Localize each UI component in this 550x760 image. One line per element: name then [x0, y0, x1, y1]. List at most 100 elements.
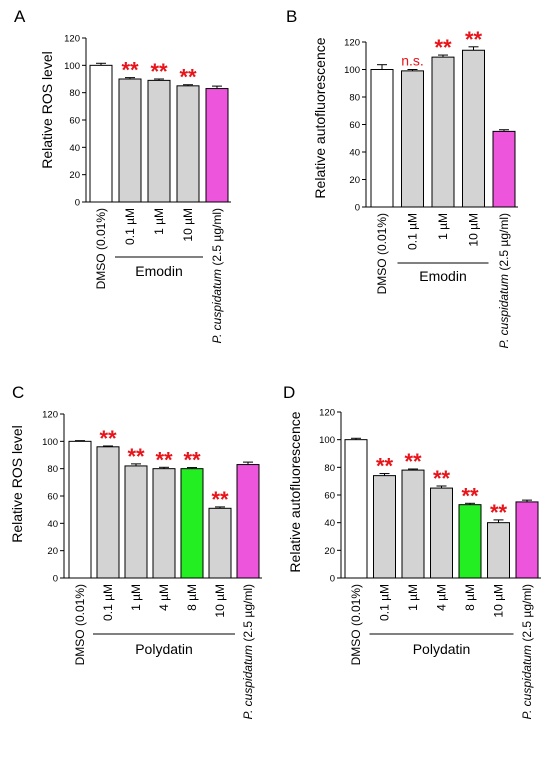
y-tick-label: 60 — [69, 116, 80, 127]
y-tick-label: 40 — [349, 148, 360, 159]
group-label: Polydatin — [135, 641, 193, 657]
y-tick-label: 80 — [47, 464, 58, 475]
x-tick-label: P. cuspidatum (2.5 µg/ml) — [497, 213, 511, 348]
bar — [430, 487, 453, 579]
significance-marker: ** — [99, 426, 117, 451]
bar — [89, 64, 113, 203]
panel-c: C Relative ROS level 0 20 40 60 80 100 120 DMSO (… — [9, 383, 262, 719]
x-tick-label: 1 µM — [152, 208, 166, 235]
x-tick-label-dose: (2.5 µg/ml) — [520, 584, 534, 645]
bar — [176, 85, 200, 203]
bar — [458, 504, 482, 579]
x-tick-label: DMSO (0.01%) — [94, 208, 108, 289]
x-tick-label: 0.1 µM — [101, 584, 115, 621]
y-tick-label: 60 — [324, 491, 335, 502]
x-tick-label: 0.1 µM — [378, 584, 392, 621]
significance-ns: n.s. — [401, 53, 424, 69]
bar — [462, 49, 485, 208]
significance-marker: ** — [155, 447, 173, 472]
bar — [401, 70, 424, 208]
y-tick-label: 40 — [69, 143, 80, 154]
bar — [205, 88, 229, 203]
y-tick-label: 80 — [324, 463, 335, 474]
y-tick-label: 60 — [349, 120, 360, 131]
y-tick-label: 100 — [42, 437, 58, 448]
y-tick-label: 40 — [324, 518, 335, 529]
significance-marker: ** — [179, 65, 197, 90]
significance-marker: ** — [465, 27, 483, 52]
bar — [118, 78, 142, 203]
y-tick-label: 80 — [69, 88, 80, 99]
x-tick-label: P. cuspidatum (2.5 µg/ml) — [520, 584, 534, 719]
x-tick-label: P. cuspidatum (2.5 µg/ml) — [210, 208, 224, 343]
bar — [96, 446, 120, 579]
y-tick-label: 20 — [47, 546, 58, 557]
x-tick-label-species: P. cuspidatum — [520, 645, 534, 720]
x-tick-label-dose: (2.5 µg/ml) — [241, 584, 255, 645]
group-label: Polydatin — [413, 641, 471, 657]
bar — [370, 69, 394, 208]
y-tick-label: 20 — [349, 175, 360, 186]
panel-letter: A — [14, 7, 26, 26]
x-tick-label: DMSO (0.01%) — [73, 584, 87, 665]
x-tick-label: 8 µM — [463, 584, 477, 611]
panel-d: D Relative autofluorescence 0 20 40 60 80 100 12… — [283, 383, 541, 719]
bar — [492, 130, 516, 208]
y-tick-label: 120 — [344, 38, 360, 49]
bar — [487, 522, 510, 579]
y-axis-label: Relative autofluorescence — [287, 411, 303, 572]
significance-marker: ** — [183, 448, 201, 473]
panel-a: A Relative ROS level 0 20 40 60 80 100 120 DMSO (… — [14, 7, 231, 343]
significance-marker: ** — [127, 444, 145, 469]
x-tick-label: 4 µM — [435, 584, 449, 611]
significance-marker: ** — [211, 487, 229, 512]
y-tick-label: 120 — [64, 34, 80, 45]
bar — [147, 79, 171, 203]
x-tick-label-dose: (2.5 µg/ml) — [497, 213, 511, 274]
bar — [124, 465, 148, 579]
bar — [180, 468, 204, 579]
y-axis-label: Relative autofluorescence — [312, 37, 328, 198]
y-tick-label: 120 — [319, 408, 335, 419]
y-axis-label: Relative ROS level — [9, 425, 25, 543]
group-label: Emodin — [419, 268, 466, 284]
x-tick-label: 1 µM — [129, 584, 143, 611]
panel-letter: D — [283, 383, 295, 402]
significance-marker: ** — [434, 35, 452, 60]
x-tick-label: 10 µM — [467, 213, 481, 247]
x-tick-label: 10 µM — [181, 208, 195, 242]
y-axis-label: Relative ROS level — [39, 51, 55, 169]
y-tick-label: 100 — [344, 65, 360, 76]
y-tick-label: 20 — [324, 546, 335, 557]
x-tick-label-species: P. cuspidatum — [497, 274, 511, 349]
x-tick-label: 0.1 µM — [406, 213, 420, 250]
x-tick-label: P. cuspidatum (2.5 µg/ml) — [241, 584, 255, 719]
x-tick-label: 8 µM — [185, 584, 199, 611]
significance-marker: ** — [461, 483, 479, 508]
x-tick-label-dose: (2.5 µg/ml) — [210, 208, 224, 269]
y-tick-label: 0 — [53, 574, 58, 585]
y-tick-label: 0 — [330, 574, 335, 585]
bar — [68, 440, 92, 579]
y-tick-label: 0 — [75, 198, 80, 209]
bar — [208, 507, 232, 579]
x-tick-label: 4 µM — [157, 584, 171, 611]
x-tick-label: DMSO (0.01%) — [349, 584, 363, 665]
x-tick-label: 0.1 µM — [123, 208, 137, 245]
significance-marker: ** — [150, 59, 168, 84]
y-tick-label: 60 — [47, 492, 58, 503]
panel-letter: C — [12, 383, 24, 402]
significance-marker: ** — [121, 58, 139, 83]
x-tick-label: 1 µM — [436, 213, 450, 240]
x-tick-label: 10 µM — [213, 584, 227, 618]
bar — [344, 439, 368, 579]
panel-b: B Relative autofluorescence 0 20 40 60 80 100 12… — [286, 7, 518, 348]
y-tick-label: 80 — [349, 93, 360, 104]
group-label: Emodin — [135, 263, 182, 279]
significance-marker: ** — [433, 466, 451, 491]
y-tick-label: 100 — [64, 61, 80, 72]
bar — [515, 501, 539, 579]
x-tick-label-species: P. cuspidatum — [241, 645, 255, 720]
y-tick-label: 0 — [355, 203, 360, 214]
